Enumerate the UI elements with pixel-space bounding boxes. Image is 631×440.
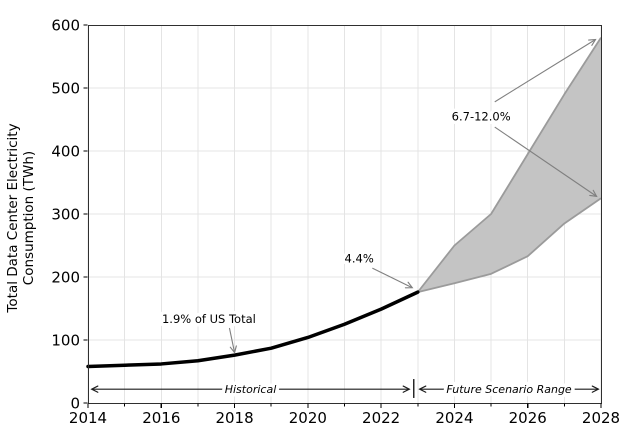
- annotation-text: 1.9% of US Total: [162, 312, 256, 326]
- x-tick-label: 2014: [69, 409, 107, 427]
- x-tick-label: 2020: [289, 409, 327, 427]
- future-range-band: [417, 37, 601, 293]
- x-tick-label: 2028: [582, 409, 620, 427]
- plot-area: 2014 2016 2018 2020 2022 2024 2026 2028 0 100 200 3…: [5, 17, 620, 428]
- x-tick-label: 2024: [435, 409, 473, 427]
- historical-line: [86, 290, 420, 369]
- annotation-arrow: [494, 126, 598, 198]
- x-tick-label: 2016: [142, 409, 180, 427]
- x-tick-label: 2022: [362, 409, 400, 427]
- y-tick-label: 0: [70, 395, 80, 413]
- y-tick-label: 400: [51, 143, 80, 161]
- y-tick-label: 100: [51, 332, 80, 350]
- annotation-arrow: [494, 38, 597, 103]
- annotation-text: 6.7-12.0%: [452, 109, 511, 123]
- x-tick-label: 2026: [509, 409, 547, 427]
- annotation-text: 4.4%: [345, 252, 374, 266]
- band-lower-edge: [417, 197, 602, 293]
- y-tick-label: 600: [51, 17, 80, 35]
- annotation-arrow: [372, 267, 414, 289]
- y-tick-label: 200: [51, 269, 80, 287]
- x-tick-label: 2018: [215, 409, 253, 427]
- y-axis-label: Total Data Center ElectricityConsumption…: [5, 123, 37, 313]
- span-label: Historical: [225, 383, 277, 396]
- y-tick-label: 500: [51, 80, 80, 98]
- span-label: Future Scenario Range: [446, 383, 572, 396]
- y-tick-label: 300: [51, 206, 80, 224]
- band-upper-edge: [417, 37, 602, 293]
- annotation-arrow: [228, 327, 237, 354]
